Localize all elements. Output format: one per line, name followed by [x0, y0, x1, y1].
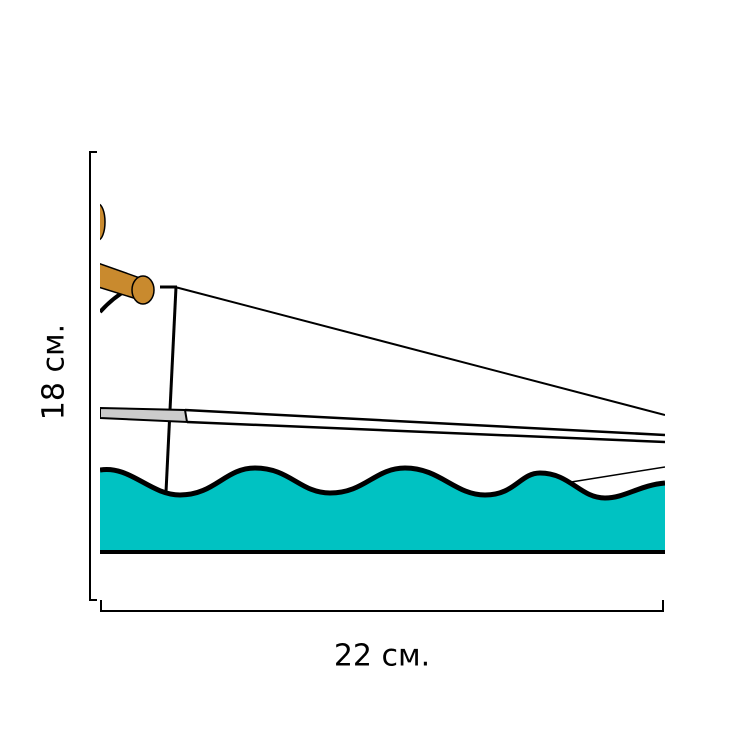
width-label: 22 см. [334, 639, 430, 674]
oar-end [131, 275, 155, 305]
water [100, 468, 665, 552]
height-bracket [89, 151, 97, 601]
width-bracket [100, 600, 664, 612]
rope-2 [564, 466, 665, 484]
boom-bottom [186, 420, 665, 444]
height-label: 18 см. [37, 324, 72, 420]
rope [174, 286, 665, 416]
head [100, 203, 106, 241]
boom-top [184, 408, 665, 437]
illustration [100, 140, 665, 560]
wave-line [100, 465, 665, 501]
mast [164, 286, 178, 493]
